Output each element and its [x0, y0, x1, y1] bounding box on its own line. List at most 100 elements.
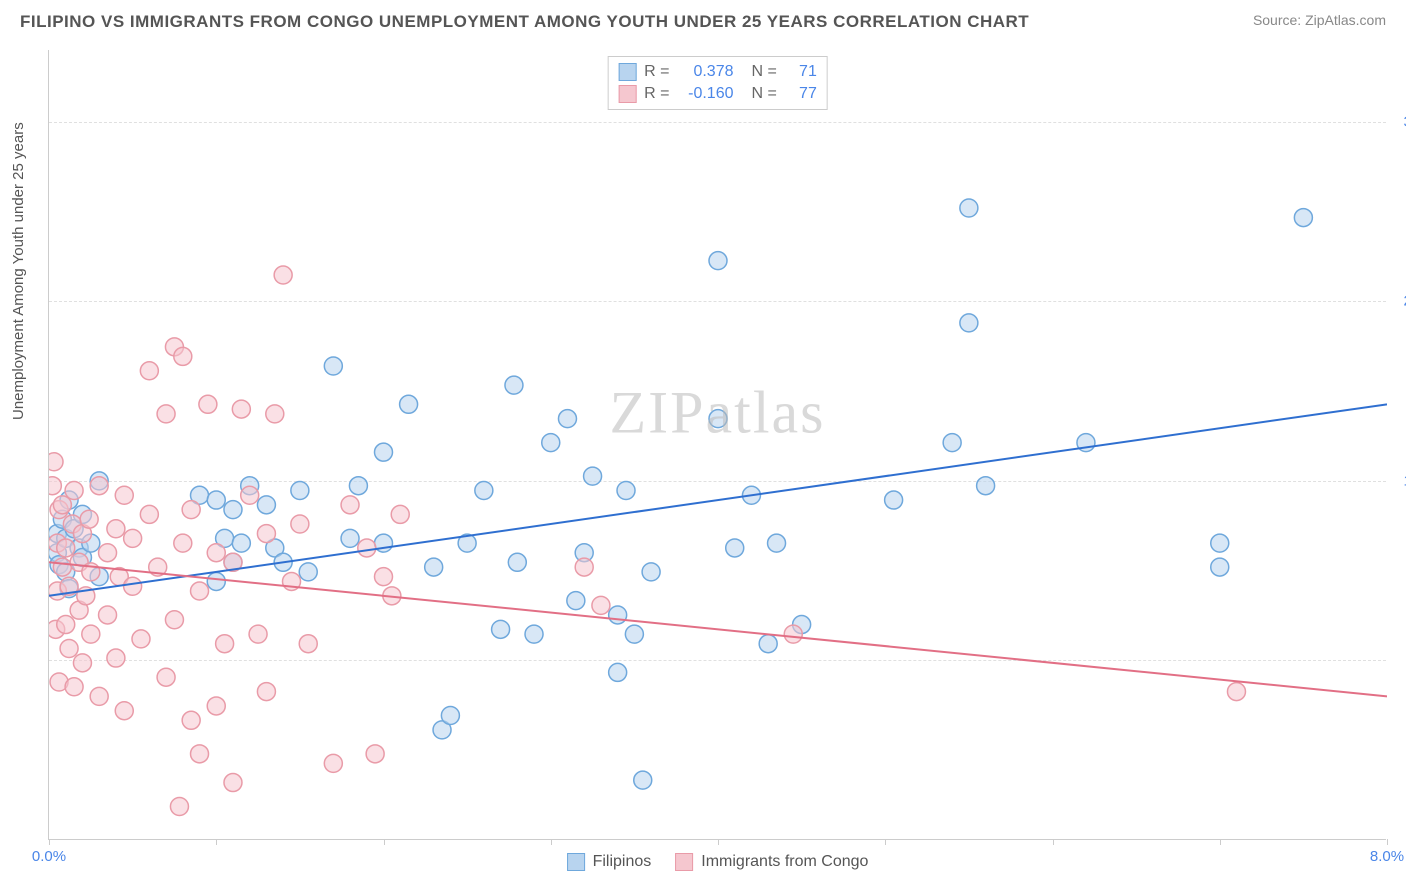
x-tick-label: 0.0% [32, 848, 66, 865]
scatter-point [324, 754, 342, 772]
scatter-point [90, 477, 108, 495]
x-tick-label: 8.0% [1370, 848, 1404, 865]
scatter-point [257, 496, 275, 514]
scatter-point [943, 434, 961, 452]
scatter-point [249, 625, 267, 643]
n-label: N = [752, 85, 777, 103]
scatter-point [60, 639, 78, 657]
scatter-point [124, 577, 142, 595]
source-name: ZipAtlas.com [1305, 12, 1386, 28]
scatter-point [65, 481, 83, 499]
scatter-point [207, 697, 225, 715]
n-value-filipinos: 71 [785, 63, 817, 81]
scatter-point [1294, 209, 1312, 227]
r-label: R = [644, 85, 669, 103]
chart-area: ZIPatlas R = 0.378 N = 71 R = -0.160 N =… [48, 50, 1386, 840]
scatter-point [191, 582, 209, 600]
scatter-point [885, 491, 903, 509]
scatter-point [241, 486, 259, 504]
scatter-point [182, 711, 200, 729]
scatter-point [575, 558, 593, 576]
scatter-point [400, 395, 418, 413]
scatter-point [425, 558, 443, 576]
scatter-point [232, 534, 250, 552]
chart-header: FILIPINO VS IMMIGRANTS FROM CONGO UNEMPL… [0, 0, 1406, 38]
r-value-congo: -0.160 [678, 85, 734, 103]
scatter-point [634, 771, 652, 789]
scatter-point [207, 544, 225, 562]
scatter-point [157, 405, 175, 423]
swatch-congo [675, 853, 693, 871]
scatter-point [257, 525, 275, 543]
scatter-point [960, 314, 978, 332]
swatch-filipinos [618, 63, 636, 81]
n-label: N = [752, 63, 777, 81]
scatter-point [207, 572, 225, 590]
scatter-point [617, 481, 635, 499]
scatter-point [584, 467, 602, 485]
scatter-point [266, 405, 284, 423]
scatter-point [609, 606, 627, 624]
chart-title: FILIPINO VS IMMIGRANTS FROM CONGO UNEMPL… [20, 12, 1029, 32]
scatter-point [140, 505, 158, 523]
scatter-point [57, 539, 75, 557]
scatter-point [726, 539, 744, 557]
swatch-congo [618, 85, 636, 103]
scatter-point [191, 745, 209, 763]
scatter-point [960, 199, 978, 217]
scatter-point [642, 563, 660, 581]
scatter-point [505, 376, 523, 394]
scatter-point [475, 481, 493, 499]
scatter-point [391, 505, 409, 523]
scatter-point [73, 654, 91, 672]
scatter-point [341, 496, 359, 514]
scatter-point [291, 515, 309, 533]
scatter-point [1211, 534, 1229, 552]
scatter-point [709, 252, 727, 270]
scatter-point [542, 434, 560, 452]
legend-row-congo: R = -0.160 N = 77 [618, 83, 817, 105]
scatter-point [216, 635, 234, 653]
scatter-point [207, 491, 225, 509]
scatter-point [157, 668, 175, 686]
scatter-point [709, 410, 727, 428]
scatter-point [115, 486, 133, 504]
scatter-point [80, 510, 98, 528]
scatter-point [492, 620, 510, 638]
scatter-point [124, 529, 142, 547]
scatter-point [1211, 558, 1229, 576]
scatter-point [182, 501, 200, 519]
scatter-point [274, 266, 292, 284]
scatter-point [53, 558, 71, 576]
scatter-point [558, 410, 576, 428]
scatter-point [224, 501, 242, 519]
scatter-point [299, 563, 317, 581]
scatter-point [349, 477, 367, 495]
scatter-point [375, 568, 393, 586]
series-legend: Filipinos Immigrants from Congo [567, 853, 869, 871]
scatter-point [99, 606, 117, 624]
scatter-point [784, 625, 802, 643]
scatter-point [140, 362, 158, 380]
scatter-point [625, 625, 643, 643]
scatter-point [759, 635, 777, 653]
scatter-point [441, 707, 459, 725]
scatter-plot [49, 50, 1387, 840]
scatter-point [1227, 683, 1245, 701]
scatter-point [170, 797, 188, 815]
r-label: R = [644, 63, 669, 81]
scatter-point [567, 592, 585, 610]
scatter-point [132, 630, 150, 648]
scatter-point [174, 534, 192, 552]
scatter-point [366, 745, 384, 763]
scatter-point [232, 400, 250, 418]
x-tick [1387, 839, 1388, 845]
scatter-point [324, 357, 342, 375]
scatter-point [199, 395, 217, 413]
scatter-point [49, 477, 61, 495]
n-value-congo: 77 [785, 85, 817, 103]
legend-item-filipinos: Filipinos [567, 853, 652, 871]
scatter-point [49, 453, 63, 471]
scatter-point [977, 477, 995, 495]
scatter-point [90, 687, 108, 705]
